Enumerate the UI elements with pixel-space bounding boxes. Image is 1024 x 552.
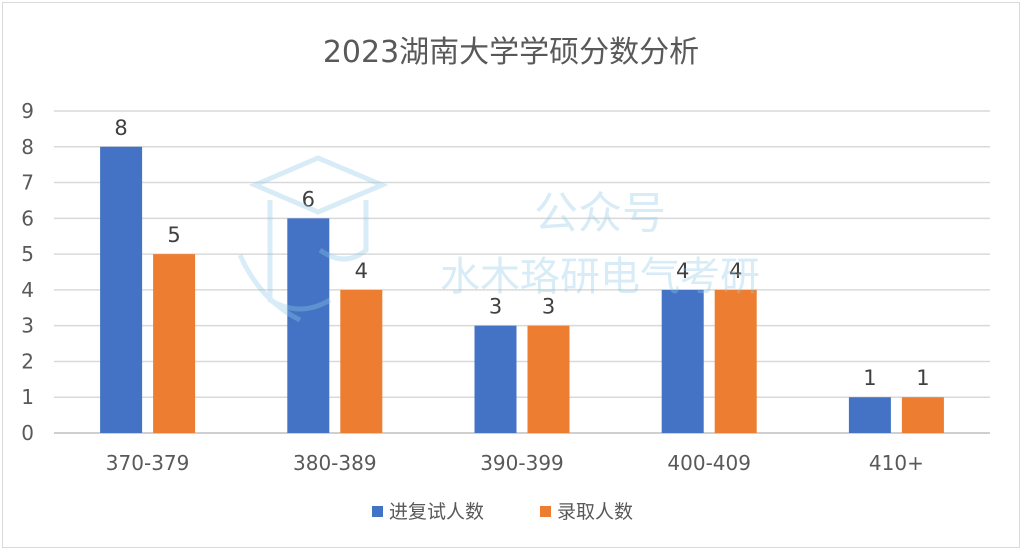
y-tick-label: 0 [21,421,34,445]
bar [527,325,570,433]
x-tick-label: 390-399 [480,451,564,475]
chart-title: 2023湖南大学学硕分数分析 [323,35,699,70]
y-tick-label: 3 [21,314,34,338]
watermark-line2: 水木珞研电气考研 [440,254,760,300]
y-tick-label: 6 [21,206,34,230]
gridlines [54,110,990,434]
data-label: 1 [916,366,929,390]
watermark-line1: 公众号 [534,188,666,239]
y-tick-label: 1 [21,385,34,409]
data-label: 8 [114,116,127,140]
y-tick-label: 2 [21,349,34,373]
legend: 进复试人数 录取人数 [372,501,633,523]
legend-swatch-series-2 [540,506,551,517]
watermark-logo-icon [237,155,389,323]
bars [100,146,944,433]
bar [474,325,517,433]
y-tick-label: 9 [21,99,34,123]
legend-label-series-2: 录取人数 [557,501,633,523]
x-tick-label: 410+ [869,451,924,475]
x-tick-label: 380-389 [293,451,377,475]
watermark: 公众号 水木珞研电气考研 [237,155,760,323]
y-tick-label: 4 [21,278,34,302]
y-axis-ticks: 0 1 2 3 4 5 6 7 8 9 [21,99,34,445]
data-label: 1 [863,366,876,390]
bar [340,289,383,433]
data-label: 4 [729,259,742,283]
x-axis-ticks: 370-379 380-389 390-399 400-409 410+ [106,451,924,475]
bar [100,146,143,433]
data-label: 6 [302,187,315,211]
y-tick-label: 7 [21,171,34,195]
data-label: 3 [542,295,555,319]
bar [287,218,330,433]
data-label: 3 [489,295,502,319]
data-label: 4 [355,259,368,283]
data-labels: 8 5 6 4 3 3 4 4 1 1 [114,116,929,390]
bar [153,254,196,433]
bar [901,397,944,433]
data-label: 4 [676,259,689,283]
data-label: 5 [167,223,180,247]
x-tick-label: 400-409 [667,451,751,475]
bar [661,289,704,433]
bar [714,289,757,433]
legend-label-series-1: 进复试人数 [389,501,484,523]
x-tick-label: 370-379 [106,451,190,475]
bar [848,397,891,433]
y-tick-label: 5 [21,242,34,266]
y-tick-label: 8 [21,135,34,159]
legend-swatch-series-1 [372,506,383,517]
